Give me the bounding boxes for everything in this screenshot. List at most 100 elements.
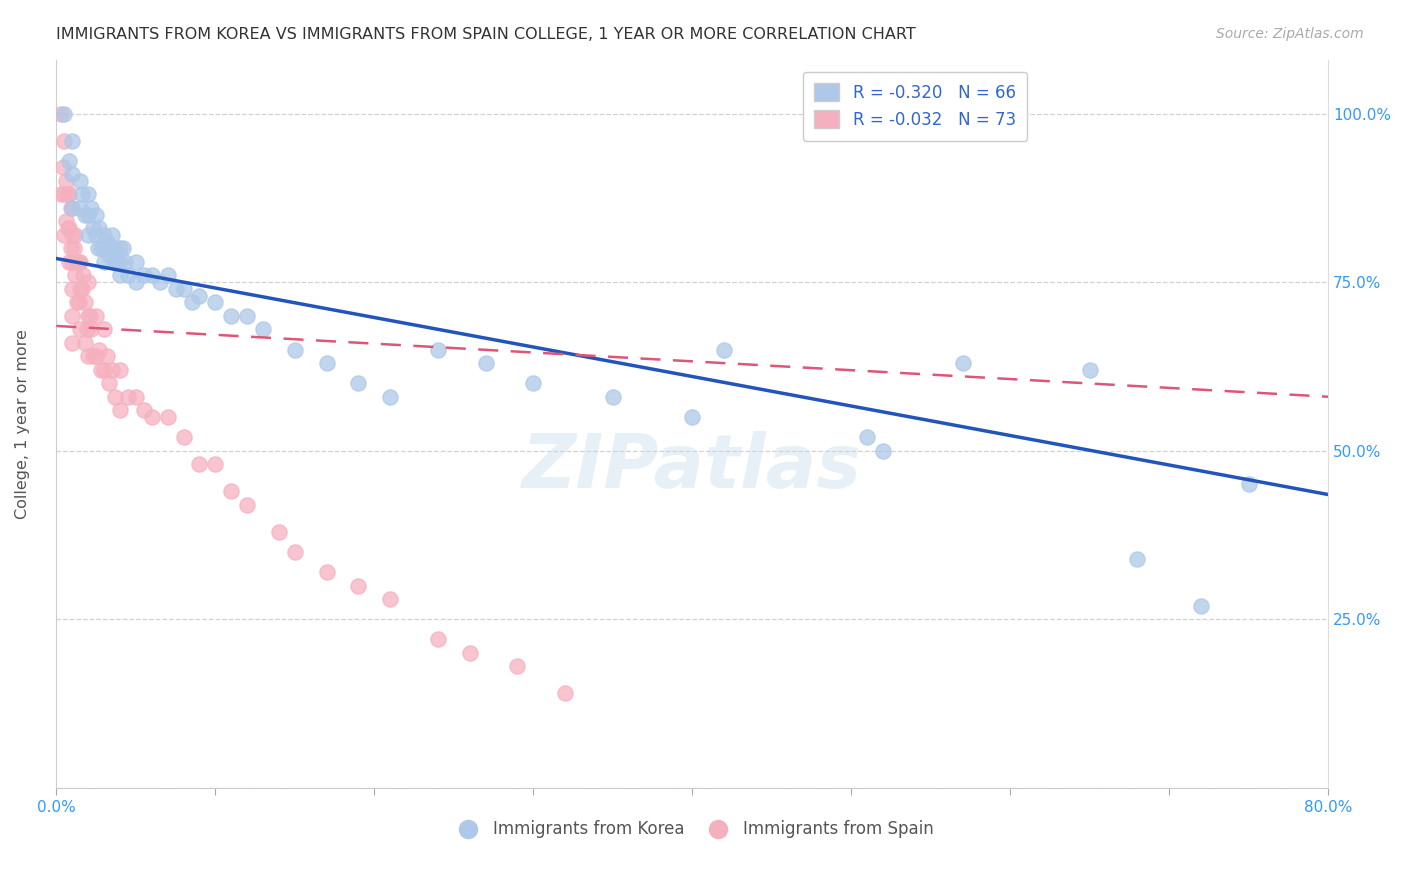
Point: [315, 565, 337, 579]
Point: [59, 201, 82, 215]
Point: [1189, 599, 1212, 613]
Point: [165, 282, 187, 296]
Point: [156, 268, 179, 283]
Point: [84, 227, 107, 242]
Point: [58, 187, 80, 202]
Point: [77, 208, 100, 222]
Point: [82, 349, 104, 363]
Point: [93, 363, 115, 377]
Point: [315, 356, 337, 370]
Point: [53, 187, 76, 202]
Point: [60, 201, 83, 215]
Point: [132, 403, 155, 417]
Y-axis label: College, 1 year or more: College, 1 year or more: [15, 329, 30, 518]
Point: [347, 578, 370, 592]
Point: [59, 241, 82, 255]
Point: [93, 255, 115, 269]
Point: [101, 227, 124, 242]
Point: [219, 309, 242, 323]
Point: [108, 241, 131, 255]
Point: [55, 214, 77, 228]
Point: [56, 187, 79, 202]
Point: [84, 349, 107, 363]
Point: [65, 227, 87, 242]
Point: [380, 592, 402, 607]
Point: [90, 363, 112, 377]
Point: [79, 309, 101, 323]
Point: [69, 255, 91, 269]
Point: [1237, 477, 1260, 491]
Point: [108, 255, 131, 269]
Point: [108, 363, 131, 377]
Point: [80, 322, 103, 336]
Point: [284, 343, 307, 357]
Point: [96, 349, 118, 363]
Point: [66, 295, 89, 310]
Point: [67, 255, 90, 269]
Point: [84, 208, 107, 222]
Point: [55, 174, 77, 188]
Point: [70, 282, 93, 296]
Point: [1126, 551, 1149, 566]
Point: [554, 686, 576, 700]
Point: [141, 268, 163, 283]
Point: [97, 248, 120, 262]
Point: [188, 457, 211, 471]
Point: [69, 322, 91, 336]
Point: [506, 659, 529, 673]
Point: [132, 268, 155, 283]
Point: [117, 268, 139, 283]
Point: [267, 524, 290, 539]
Point: [63, 241, 86, 255]
Point: [856, 430, 879, 444]
Point: [173, 282, 195, 296]
Point: [284, 545, 307, 559]
Point: [56, 221, 79, 235]
Point: [96, 235, 118, 249]
Point: [149, 275, 172, 289]
Point: [73, 335, 96, 350]
Point: [89, 343, 111, 357]
Legend: Immigrants from Korea, Immigrants from Spain: Immigrants from Korea, Immigrants from S…: [444, 814, 941, 845]
Point: [69, 174, 91, 188]
Point: [72, 268, 94, 283]
Point: [58, 221, 80, 235]
Point: [347, 376, 370, 391]
Point: [114, 255, 136, 269]
Point: [204, 295, 226, 310]
Point: [77, 227, 100, 242]
Point: [58, 255, 80, 269]
Point: [219, 484, 242, 499]
Point: [522, 376, 544, 391]
Point: [60, 335, 83, 350]
Point: [90, 241, 112, 255]
Point: [60, 309, 83, 323]
Point: [65, 268, 87, 283]
Point: [53, 227, 76, 242]
Point: [236, 309, 259, 323]
Point: [89, 221, 111, 235]
Point: [156, 409, 179, 424]
Point: [602, 390, 624, 404]
Point: [77, 187, 100, 202]
Point: [82, 221, 104, 235]
Point: [104, 241, 127, 255]
Point: [70, 187, 93, 202]
Point: [173, 430, 195, 444]
Point: [60, 282, 83, 296]
Point: [108, 268, 131, 283]
Point: [80, 201, 103, 215]
Point: [69, 282, 91, 296]
Text: ZIPatlas: ZIPatlas: [522, 431, 862, 504]
Point: [52, 161, 75, 175]
Point: [101, 363, 124, 377]
Point: [101, 241, 124, 255]
Point: [952, 356, 974, 370]
Point: [73, 295, 96, 310]
Point: [1078, 363, 1101, 377]
Text: IMMIGRANTS FROM KOREA VS IMMIGRANTS FROM SPAIN COLLEGE, 1 YEAR OR MORE CORRELATI: IMMIGRANTS FROM KOREA VS IMMIGRANTS FROM…: [56, 27, 915, 42]
Point: [66, 255, 89, 269]
Point: [69, 201, 91, 215]
Text: Source: ZipAtlas.com: Source: ZipAtlas.com: [1216, 27, 1364, 41]
Point: [426, 343, 449, 357]
